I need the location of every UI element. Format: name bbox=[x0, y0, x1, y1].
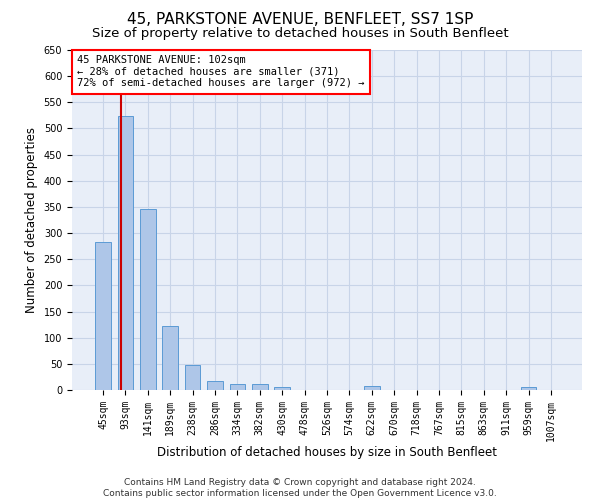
Bar bbox=[140, 209, 155, 390]
Bar bbox=[364, 386, 380, 390]
Text: 45, PARKSTONE AVENUE, BENFLEET, SS7 1SP: 45, PARKSTONE AVENUE, BENFLEET, SS7 1SP bbox=[127, 12, 473, 28]
Bar bbox=[207, 381, 223, 390]
Bar bbox=[118, 116, 133, 390]
Text: Contains HM Land Registry data © Crown copyright and database right 2024.
Contai: Contains HM Land Registry data © Crown c… bbox=[103, 478, 497, 498]
Y-axis label: Number of detached properties: Number of detached properties bbox=[25, 127, 38, 313]
Bar bbox=[252, 384, 268, 390]
Text: 45 PARKSTONE AVENUE: 102sqm
← 28% of detached houses are smaller (371)
72% of se: 45 PARKSTONE AVENUE: 102sqm ← 28% of det… bbox=[77, 55, 365, 88]
Bar bbox=[163, 326, 178, 390]
Bar bbox=[230, 384, 245, 390]
Bar bbox=[521, 387, 536, 390]
Text: Size of property relative to detached houses in South Benfleet: Size of property relative to detached ho… bbox=[92, 28, 508, 40]
Bar bbox=[185, 365, 200, 390]
Bar bbox=[95, 242, 111, 390]
Bar bbox=[274, 387, 290, 390]
X-axis label: Distribution of detached houses by size in South Benfleet: Distribution of detached houses by size … bbox=[157, 446, 497, 460]
